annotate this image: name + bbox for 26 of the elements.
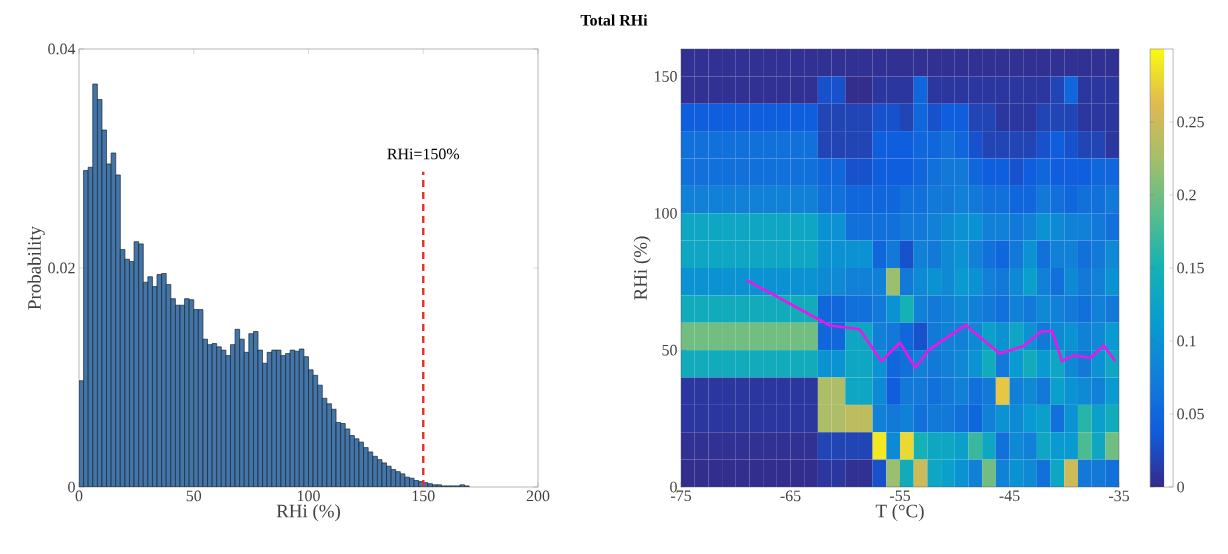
x-tick-label: -35 <box>1108 490 1130 502</box>
color-bar-label: 0.25 <box>1177 116 1204 128</box>
x-tick-label: 100 <box>297 490 320 502</box>
y-tick-label: 100 <box>654 207 677 219</box>
color-bar-label: 0.1 <box>1177 335 1196 347</box>
color-bar-label: 0.2 <box>1177 189 1196 201</box>
x-tick-label: 200 <box>526 490 550 502</box>
x-tick-label: -55 <box>889 490 911 502</box>
x-tick-label: 150 <box>412 490 435 502</box>
color-bar-label: 0.15 <box>1177 262 1204 274</box>
y-tick-label: 0.02 <box>48 262 75 274</box>
y-tick-label: 0.04 <box>48 43 76 55</box>
x-tick-label: -65 <box>780 490 801 502</box>
chart-title: Total RHi <box>580 14 648 26</box>
x-axis-title: T (°C) <box>875 504 924 522</box>
y-axis-title: RHi (%) <box>633 236 651 300</box>
x-axis-title: RHi (%) <box>276 504 340 522</box>
y-tick-label: 0 <box>68 481 75 493</box>
ref-line-label: RHi=150% <box>387 148 460 160</box>
y-tick-label: 150 <box>654 71 677 82</box>
color-bar-label: 0.05 <box>1177 408 1204 420</box>
y-tick-label: 50 <box>662 344 677 356</box>
y-axis-title: Probability <box>27 226 45 310</box>
x-tick-label: 50 <box>186 490 202 502</box>
color-bar-label: 0 <box>1177 481 1184 493</box>
x-tick-label: -45 <box>999 490 1020 502</box>
